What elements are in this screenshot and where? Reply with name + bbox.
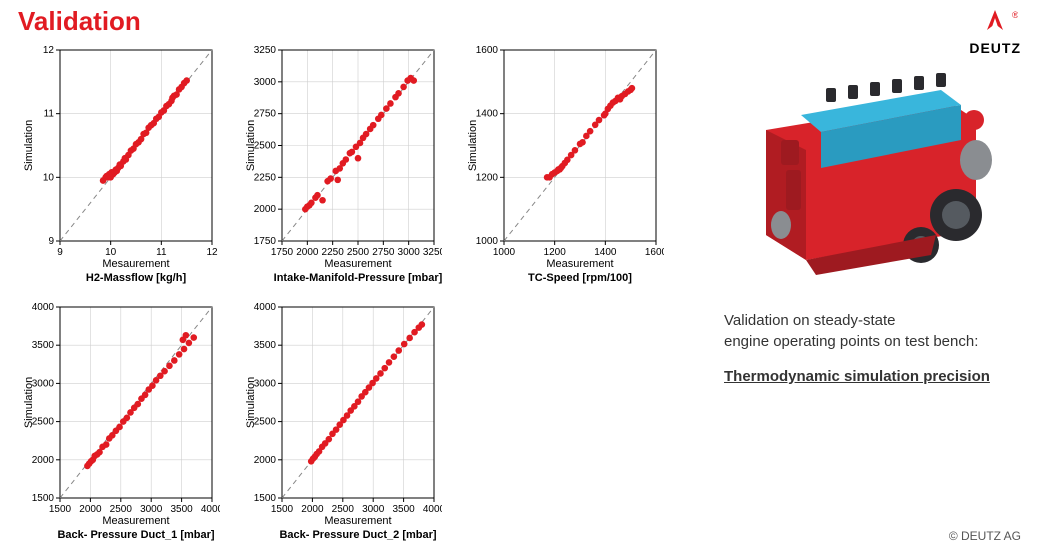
svg-text:3000: 3000 [32, 378, 55, 389]
svg-text:1500: 1500 [254, 493, 277, 504]
svg-text:3500: 3500 [392, 504, 415, 515]
svg-text:3000: 3000 [398, 247, 421, 258]
svg-text:1750: 1750 [271, 247, 294, 258]
svg-text:2750: 2750 [372, 247, 395, 258]
svg-text:2500: 2500 [347, 247, 370, 258]
svg-text:Simulation: Simulation [467, 120, 479, 171]
svg-text:1000: 1000 [493, 247, 516, 258]
svg-text:10: 10 [105, 247, 117, 258]
logo-text: DEUTZ [969, 40, 1021, 56]
svg-text:3500: 3500 [32, 340, 55, 351]
chart-back-pressure-duct-1: 1500 2000 2500 3000 3500 4000 1500 2000 2500 3000… [20, 299, 220, 544]
svg-text:2750: 2750 [254, 109, 277, 120]
svg-text:Simulation: Simulation [245, 377, 257, 428]
svg-text:1600: 1600 [476, 45, 499, 56]
svg-text:1600: 1600 [645, 247, 664, 258]
svg-text:Simulation: Simulation [245, 120, 257, 171]
svg-text:2500: 2500 [110, 504, 133, 515]
engine-illustration [726, 60, 1006, 290]
svg-text:2500: 2500 [254, 417, 277, 428]
svg-text:4000: 4000 [201, 504, 220, 515]
svg-text:3250: 3250 [423, 247, 442, 258]
svg-text:2250: 2250 [254, 172, 277, 183]
svg-text:4000: 4000 [423, 504, 442, 515]
svg-text:2500: 2500 [32, 417, 55, 428]
svg-text:Intake-Manifold-Pressure [mbar: Intake-Manifold-Pressure [mbar] [274, 272, 442, 284]
svg-text:4000: 4000 [32, 302, 55, 313]
copyright: © DEUTZ AG [949, 529, 1021, 543]
svg-text:2000: 2000 [301, 504, 324, 515]
svg-text:3250: 3250 [254, 45, 277, 56]
svg-text:Mesaurement: Mesaurement [102, 258, 169, 270]
svg-text:12: 12 [206, 247, 218, 258]
svg-text:3000: 3000 [254, 378, 277, 389]
svg-text:3000: 3000 [254, 77, 277, 88]
svg-text:2250: 2250 [322, 247, 345, 258]
svg-text:Measurement: Measurement [324, 515, 391, 527]
svg-text:3500: 3500 [254, 340, 277, 351]
svg-text:Measurement: Measurement [324, 258, 391, 270]
svg-text:1500: 1500 [271, 504, 294, 515]
desc-line2: engine operating points on test bench: [724, 331, 1016, 352]
svg-text:Measurement: Measurement [546, 258, 613, 270]
logo-icon: ® [972, 8, 1018, 42]
svg-text:2000: 2000 [254, 204, 277, 215]
svg-text:®: ® [1012, 10, 1018, 20]
svg-text:H2-Massflow [kg/h]: H2-Massflow [kg/h] [86, 272, 187, 284]
svg-text:3000: 3000 [362, 504, 385, 515]
svg-text:Simulation: Simulation [23, 120, 35, 171]
svg-text:2000: 2000 [296, 247, 319, 258]
svg-text:2000: 2000 [32, 455, 55, 466]
description: Validation on steady-state engine operat… [724, 310, 1016, 387]
svg-text:1200: 1200 [476, 172, 499, 183]
svg-text:11: 11 [156, 247, 167, 258]
svg-text:3000: 3000 [140, 504, 163, 515]
svg-text:9: 9 [48, 236, 54, 247]
svg-text:1000: 1000 [476, 236, 499, 247]
svg-text:1200: 1200 [544, 247, 567, 258]
svg-text:4000: 4000 [254, 302, 277, 313]
svg-text:1400: 1400 [594, 247, 617, 258]
svg-text:Back- Pressure Duct_1 [mbar]: Back- Pressure Duct_1 [mbar] [57, 529, 214, 541]
svg-text:1500: 1500 [32, 493, 55, 504]
charts-grid: 9 10 11 12 9 10 11 12 Simulation Mesaurement H2-Ma… [20, 42, 664, 544]
svg-text:1400: 1400 [476, 109, 499, 120]
svg-text:2500: 2500 [254, 141, 277, 152]
desc-emphasis: Thermodynamic simulation precision [724, 366, 1016, 387]
desc-line1: Validation on steady-state [724, 310, 1016, 331]
svg-text:TC-Speed [rpm/100]: TC-Speed [rpm/100] [528, 272, 632, 284]
svg-text:Back- Pressure Duct_2 [mbar]: Back- Pressure Duct_2 [mbar] [279, 529, 436, 541]
chart-tc-speed: 1000 1200 1400 1600 1000 1200 1400 1600 Simulati… [464, 42, 664, 287]
chart-h2-massflow: 9 10 11 12 9 10 11 12 Simulation Mesaurement H2-Ma… [20, 42, 220, 287]
svg-text:Measurement: Measurement [102, 515, 169, 527]
svg-text:3500: 3500 [170, 504, 193, 515]
svg-text:2500: 2500 [332, 504, 355, 515]
svg-text:Simulation: Simulation [23, 377, 35, 428]
slide-title: Validation [18, 6, 141, 37]
svg-text:1750: 1750 [254, 236, 277, 247]
chart-intake-manifold-pressure: 1750200022502500275030003250175020002250… [242, 42, 442, 287]
chart-back-pressure-duct-2: 1500 2000 2500 3000 3500 4000 1500 2000 2500 3000… [242, 299, 442, 544]
svg-text:10: 10 [43, 172, 55, 183]
svg-text:9: 9 [57, 247, 63, 258]
svg-text:12: 12 [43, 45, 55, 56]
right-panel: Validation on steady-state engine operat… [716, 60, 1016, 387]
svg-text:11: 11 [44, 109, 55, 120]
svg-text:2000: 2000 [254, 455, 277, 466]
brand-logo: ® DEUTZ [969, 8, 1021, 56]
svg-text:1500: 1500 [49, 504, 72, 515]
svg-text:2000: 2000 [79, 504, 102, 515]
